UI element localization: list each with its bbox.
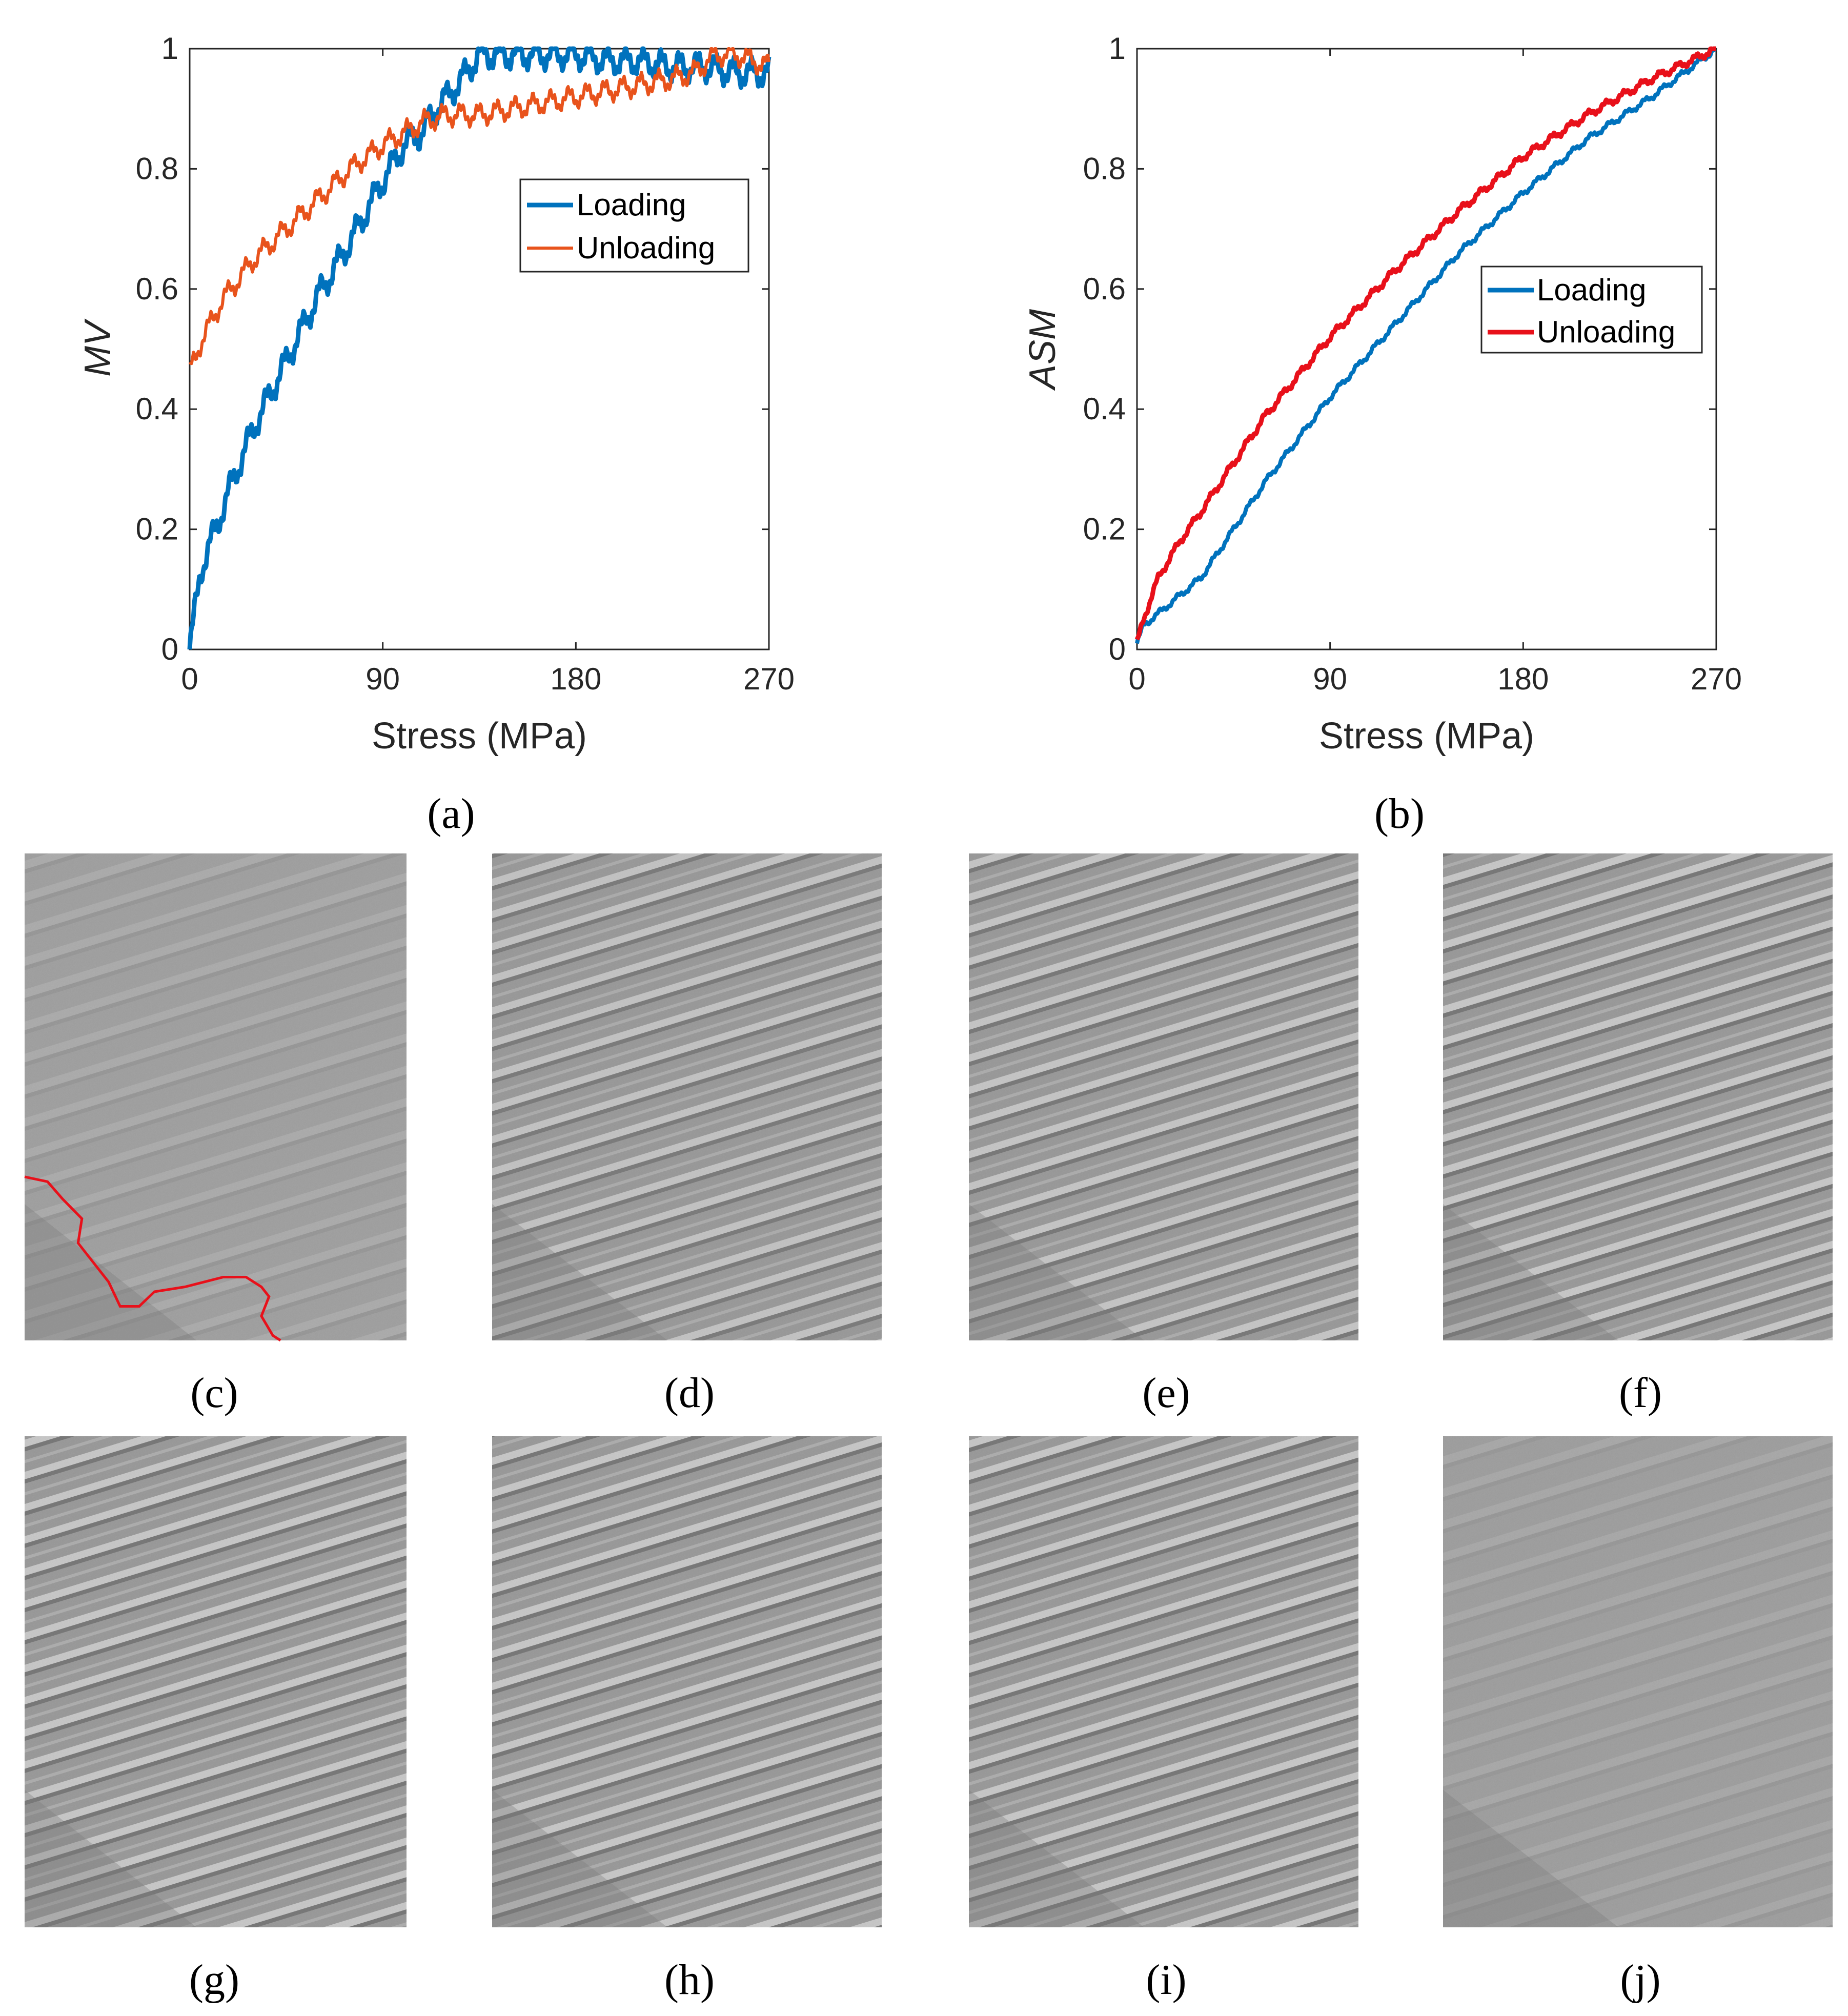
micrograph-i xyxy=(969,1436,1358,1927)
legend-b: Loading Unloading xyxy=(1480,266,1703,354)
y-tick-label-a: 0.2 xyxy=(136,512,178,546)
micrograph-c xyxy=(24,853,407,1342)
micrograph-g xyxy=(25,1436,407,1927)
panel-label-e: (e) xyxy=(1142,1369,1190,1417)
legend-label-loading-a: Loading xyxy=(577,188,686,222)
y-tick-label-a: 0.6 xyxy=(136,272,178,306)
y-tick-label-b: 0 xyxy=(1109,632,1126,666)
x-tick-label-b: 0 xyxy=(1128,662,1145,696)
legend-a: Loading Unloading xyxy=(519,178,749,273)
series-line-loading-b xyxy=(1135,47,1718,644)
panel-label-h: (h) xyxy=(664,1956,715,2004)
micrograph-d xyxy=(492,853,882,1340)
micrograph-grid xyxy=(24,853,1833,1927)
x-axis-title-a: Stress (MPa) xyxy=(372,716,587,757)
panel-label-g: (g) xyxy=(189,1956,239,2004)
y-axis-title-a: MV xyxy=(77,318,118,377)
x-tick-label-a: 270 xyxy=(743,662,795,696)
micrograph-h xyxy=(492,1436,882,1927)
y-tick-label-b: 1 xyxy=(1109,31,1126,66)
x-tick-label-a: 180 xyxy=(550,662,601,696)
y-axis-title-b: ASM xyxy=(1022,309,1063,391)
series-line-unloading-b xyxy=(1134,46,1718,641)
series-line-unloading-a xyxy=(188,47,770,365)
grain-boundary-trace xyxy=(24,1175,281,1342)
x-tick-label-b: 270 xyxy=(1691,662,1742,696)
x-tick-label-b: 180 xyxy=(1497,662,1549,696)
panel-label-a: (a) xyxy=(427,790,475,838)
chart-asm-vs-stress: 0 90 180 270 0 0.2 0.4 0.6 0.8 1 Stress (MPa) ASM… xyxy=(1022,31,1742,757)
legend-label-unloading-a: Unloading xyxy=(577,231,715,265)
panel-label-d: (d) xyxy=(664,1369,715,1417)
panel-label-f: (f) xyxy=(1619,1369,1662,1417)
micrograph-e xyxy=(969,853,1358,1340)
y-tick-label-b: 0.4 xyxy=(1083,392,1126,426)
y-tick-label-a: 1 xyxy=(161,31,178,66)
y-tick-label-a: 0 xyxy=(161,632,178,666)
x-tick-label-a: 90 xyxy=(365,662,400,696)
x-axis-title-b: Stress (MPa) xyxy=(1319,716,1534,757)
y-tick-label-a: 0.4 xyxy=(136,392,178,426)
panel-label-b: (b) xyxy=(1374,790,1425,838)
micrograph-j xyxy=(1443,1436,1833,1927)
plot-area-a xyxy=(189,48,770,650)
y-tick-label-b: 0.8 xyxy=(1083,151,1126,186)
x-tick-label-b: 90 xyxy=(1313,662,1347,696)
x-tick-label-a: 0 xyxy=(181,662,198,696)
y-tick-label-a: 0.8 xyxy=(136,151,178,186)
y-tick-label-b: 0.2 xyxy=(1083,512,1126,546)
y-tick-label-b: 0.6 xyxy=(1083,272,1126,306)
panel-label-i: (i) xyxy=(1146,1956,1186,2004)
panel-label-j: (j) xyxy=(1620,1956,1660,2004)
legend-label-loading-b: Loading xyxy=(1537,273,1647,307)
panel-label-c: (c) xyxy=(190,1369,238,1417)
micrograph-f xyxy=(1443,853,1833,1340)
legend-label-unloading-b: Unloading xyxy=(1537,315,1675,349)
